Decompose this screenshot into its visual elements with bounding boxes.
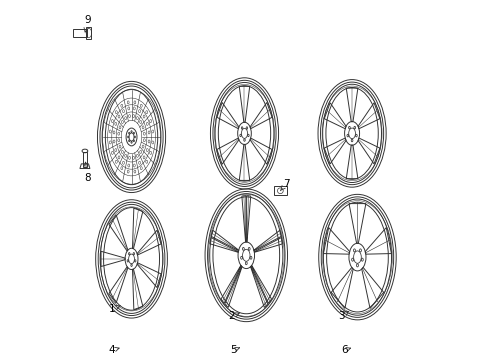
Text: 1: 1 bbox=[108, 304, 120, 314]
Text: 7: 7 bbox=[280, 179, 289, 191]
Text: 4: 4 bbox=[108, 345, 119, 355]
Text: 8: 8 bbox=[84, 162, 91, 183]
Text: 6: 6 bbox=[340, 345, 350, 355]
Text: 9: 9 bbox=[84, 15, 91, 32]
Text: 2: 2 bbox=[228, 311, 239, 321]
Text: 5: 5 bbox=[229, 345, 239, 355]
Text: 3: 3 bbox=[337, 311, 348, 321]
